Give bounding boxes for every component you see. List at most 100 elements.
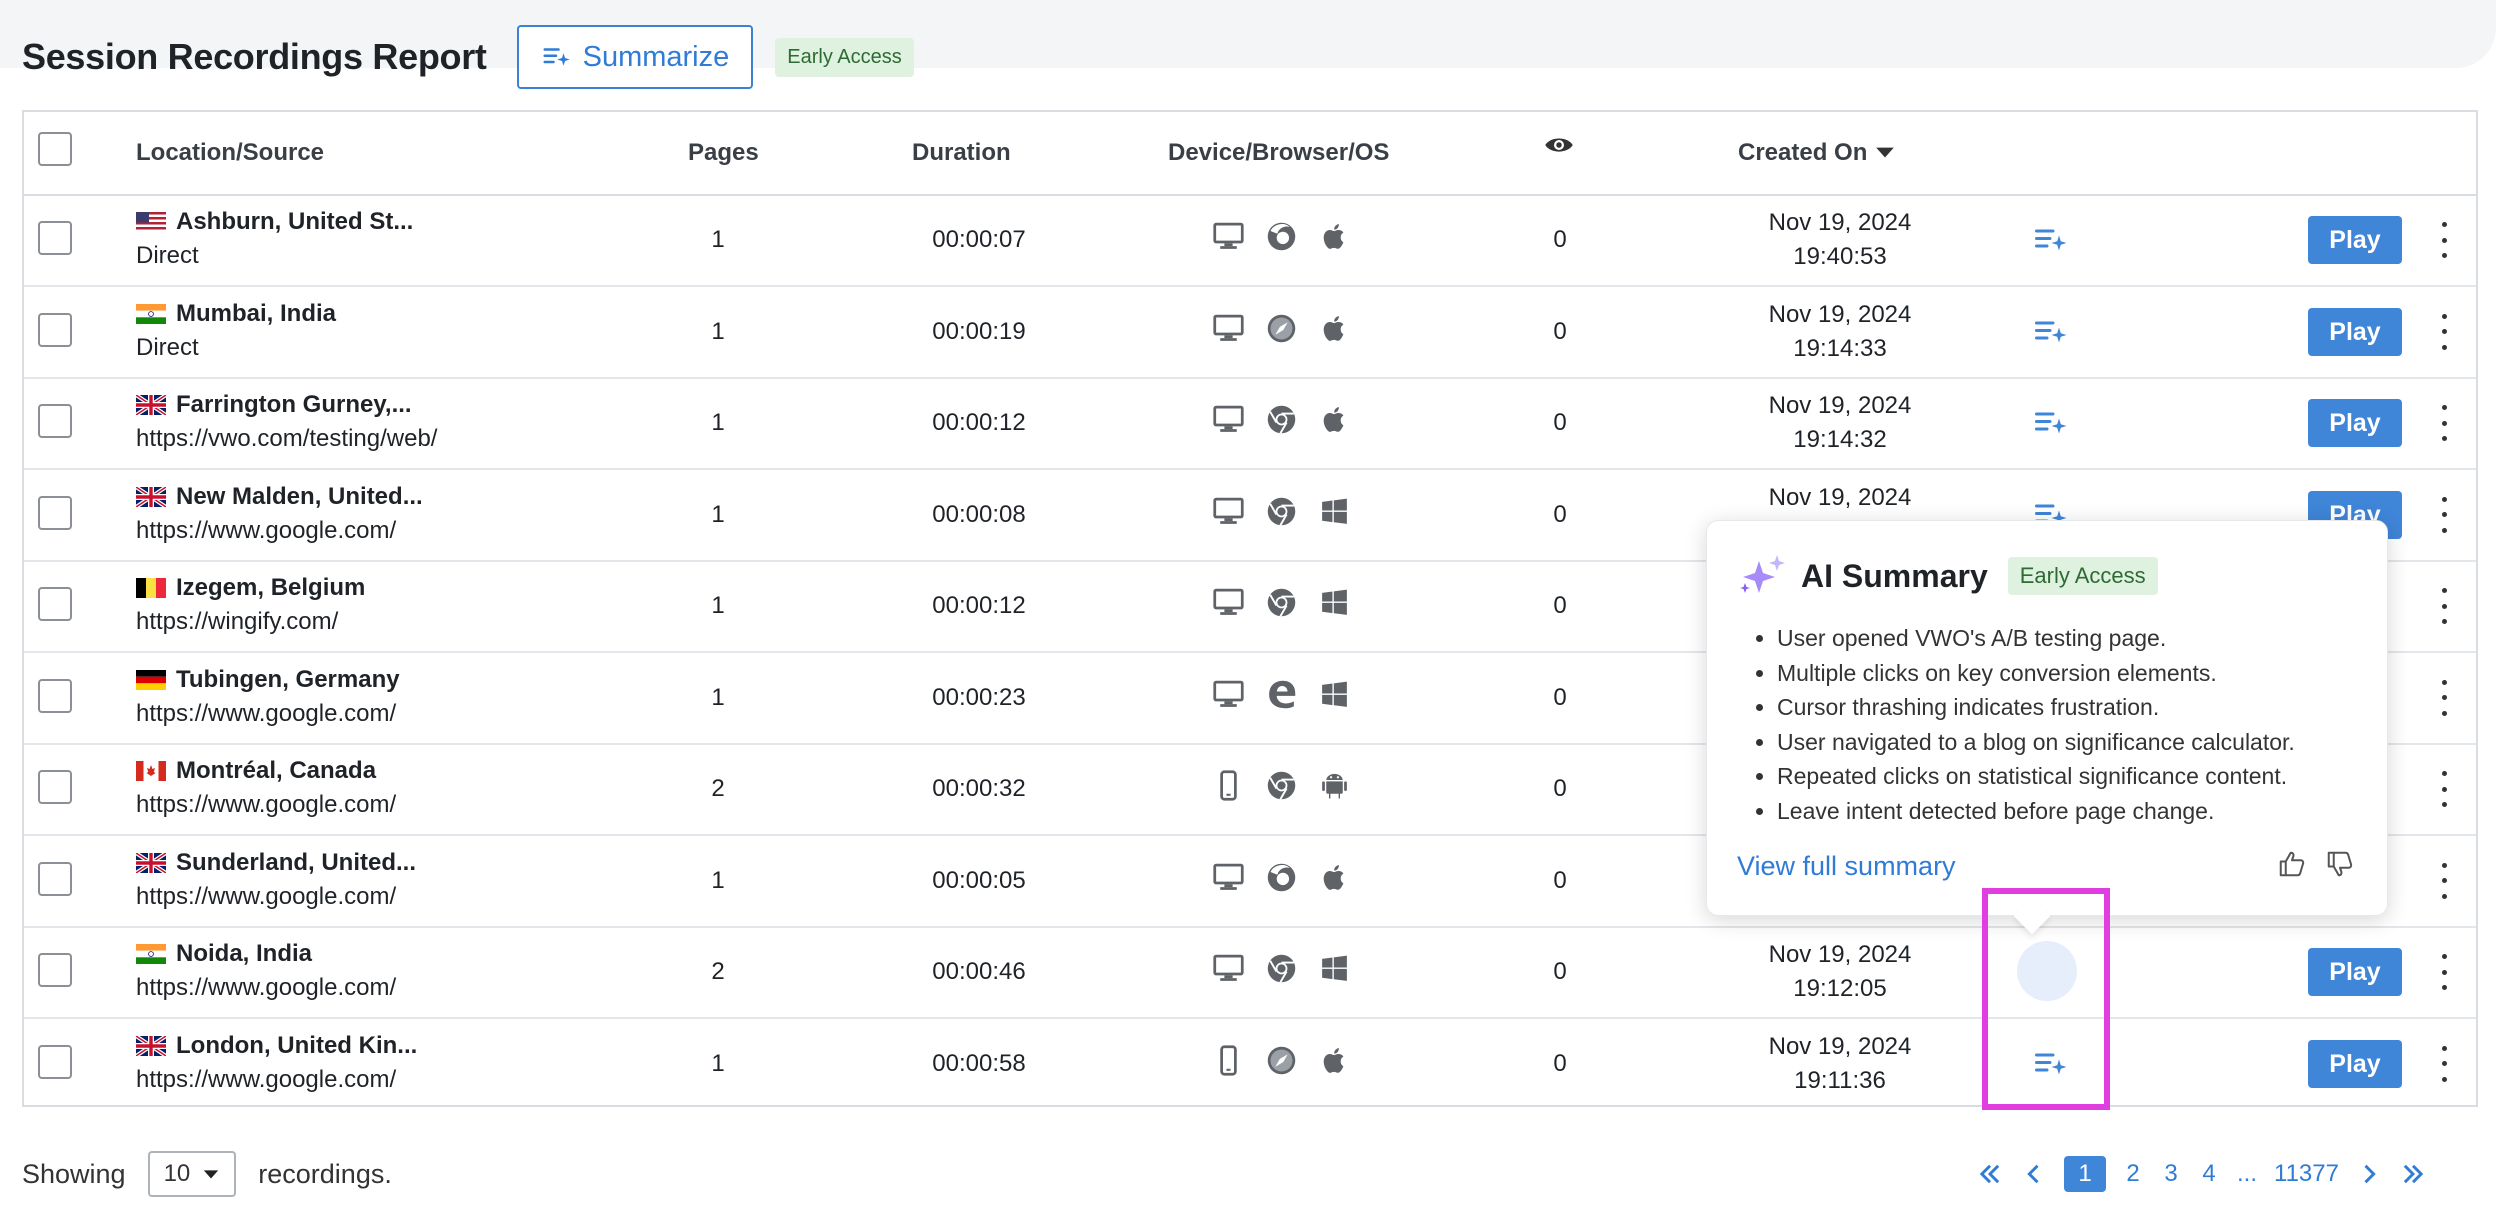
more-options-icon[interactable] <box>2438 496 2450 533</box>
ai-summary-icon[interactable] <box>2032 1046 2068 1082</box>
windows-icon <box>1318 586 1351 624</box>
page-link-4[interactable]: 4 <box>2202 1160 2216 1187</box>
more-options-icon[interactable] <box>2438 1045 2450 1082</box>
play-button[interactable]: Play <box>2308 399 2402 447</box>
apple-icon <box>1318 312 1351 350</box>
view-count: 0 <box>1553 1049 1567 1077</box>
more-options-icon[interactable] <box>2438 954 2450 990</box>
row-checkbox[interactable] <box>38 953 72 987</box>
flag-gb-icon <box>136 852 166 873</box>
device-browser-os <box>1212 220 1351 258</box>
more-options-icon[interactable] <box>2438 222 2450 258</box>
created-time: 19:14:32 <box>1793 426 1887 453</box>
column-location-source[interactable]: Location/Source <box>136 139 325 166</box>
apple-icon <box>1318 861 1351 899</box>
page-link-3[interactable]: 3 <box>2164 1160 2178 1187</box>
desktop-icon <box>1212 220 1245 258</box>
desktop-icon <box>1212 678 1245 716</box>
table-row[interactable]: Tubingen, Germany https://www.google.com/… <box>24 652 2476 745</box>
page-title: Session Recordings Report <box>22 36 487 77</box>
ai-summary-popup: AI Summary Early Access User opened VWO'… <box>1706 520 2388 916</box>
location-source: London, United Kin... https://www.google.… <box>136 1030 417 1094</box>
apple-icon <box>1318 403 1351 441</box>
duration: 00:00:46 <box>932 958 1026 985</box>
row-checkbox[interactable] <box>38 221 72 255</box>
more-options-icon[interactable] <box>2438 862 2450 899</box>
table-row[interactable]: Ashburn, United St... Direct 1 00:00:07 0 Nov… <box>24 194 2476 287</box>
table-row[interactable]: Mumbai, India Direct 1 00:00:19 0 Nov 19, 202… <box>24 286 2476 379</box>
windows-icon <box>1318 495 1351 533</box>
row-checkbox[interactable] <box>38 587 72 621</box>
first-page-icon[interactable] <box>1976 1160 2004 1188</box>
page-link-2[interactable]: 2 <box>2126 1160 2140 1187</box>
view-count: 0 <box>1553 226 1567 253</box>
play-button[interactable]: Play <box>2308 948 2402 996</box>
more-options-icon[interactable] <box>2438 588 2450 624</box>
more-options-icon[interactable] <box>2438 313 2450 350</box>
duration: 00:00:07 <box>932 226 1026 253</box>
ai-summary-icon[interactable] <box>2032 222 2068 258</box>
table-row[interactable]: Noida, India https://www.google.com/2 00:0… <box>24 926 2476 1019</box>
flag-gb-icon <box>136 395 166 415</box>
more-options-icon[interactable] <box>2438 771 2450 807</box>
view-count: 0 <box>1553 409 1567 436</box>
column-views[interactable] <box>1544 112 1574 194</box>
more-options-icon[interactable] <box>2438 405 2450 441</box>
view-full-summary-link[interactable]: View full summary <box>1737 851 1956 881</box>
page-link-last[interactable]: 11377 <box>2274 1160 2339 1187</box>
play-button[interactable]: Play <box>2308 307 2402 356</box>
traffic-source: https://www.google.com/ <box>136 699 397 727</box>
table-row[interactable]: Montréal, Canada https://www.google.com/2… <box>24 743 2476 836</box>
flag-ca-icon <box>136 761 166 781</box>
row-checkbox[interactable] <box>38 495 72 530</box>
more-options-icon[interactable] <box>2438 679 2450 716</box>
column-pages[interactable]: Pages <box>688 139 759 166</box>
table-row[interactable]: Izegem, Belgium https://wingify.com/1 00:0… <box>24 560 2476 653</box>
pages-count: 1 <box>711 683 725 711</box>
column-device-browser-os[interactable]: Device/Browser/OS <box>1168 139 1390 166</box>
pages-count: 1 <box>711 866 725 894</box>
chrome-icon <box>1265 403 1298 441</box>
location-source: Ashburn, United St... Direct <box>136 206 413 270</box>
summarize-button[interactable]: Summarize <box>516 25 754 89</box>
table-row[interactable]: London, United Kin... https://www.google.… <box>24 1018 2476 1109</box>
table-row[interactable]: Sunderland, United... https://www.google.… <box>24 835 2476 928</box>
row-checkbox[interactable] <box>38 404 72 438</box>
summary-item: Multiple clicks on key conversion elemen… <box>1777 656 2295 691</box>
thumbs-up-icon[interactable] <box>2277 849 2307 879</box>
next-page-icon[interactable] <box>2355 1160 2383 1188</box>
chrome-icon <box>1265 586 1298 624</box>
page-size-select[interactable]: 10 <box>147 1151 237 1197</box>
select-all-checkbox[interactable] <box>38 132 72 166</box>
traffic-source: https://www.google.com/ <box>136 974 397 1001</box>
play-button[interactable]: Play <box>2308 216 2402 264</box>
apple-icon <box>1318 220 1351 258</box>
row-checkbox[interactable] <box>38 861 72 896</box>
duration: 00:00:08 <box>932 500 1026 528</box>
row-checkbox[interactable] <box>38 1044 72 1079</box>
created-on: Nov 19, 2024 19:40:53 <box>1720 206 1960 274</box>
location: Ashburn, United St... <box>136 206 413 238</box>
table-row[interactable]: Farrington Gurney,... https://vwo.com/tes… <box>24 377 2476 470</box>
thumbs-down-icon[interactable] <box>2325 849 2355 879</box>
row-checkbox[interactable] <box>38 678 72 713</box>
column-duration[interactable]: Duration <box>912 139 1011 166</box>
column-created-on[interactable]: Created On <box>1738 112 1896 194</box>
summary-item: User navigated to a blog on significance… <box>1777 725 2295 760</box>
row-checkbox[interactable] <box>38 312 72 347</box>
device-browser-os <box>1212 312 1351 350</box>
previous-page-icon[interactable] <box>2020 1160 2048 1188</box>
view-count: 0 <box>1553 592 1567 619</box>
ai-summary-icon[interactable] <box>2032 314 2068 350</box>
page-link-1[interactable]: 1 <box>2064 1156 2106 1192</box>
mobile-icon <box>1212 1044 1245 1082</box>
play-button[interactable]: Play <box>2308 1039 2402 1088</box>
view-count: 0 <box>1553 958 1567 985</box>
table-row[interactable]: New Malden, United... https://www.google.… <box>24 469 2476 562</box>
ai-summary-icon[interactable] <box>2032 405 2068 441</box>
created-time: 19:40:53 <box>1793 243 1887 270</box>
last-page-icon[interactable] <box>2399 1160 2427 1188</box>
location-name: Farrington Gurney,... <box>176 391 412 418</box>
row-checkbox[interactable] <box>38 770 72 804</box>
duration: 00:00:12 <box>932 592 1026 619</box>
